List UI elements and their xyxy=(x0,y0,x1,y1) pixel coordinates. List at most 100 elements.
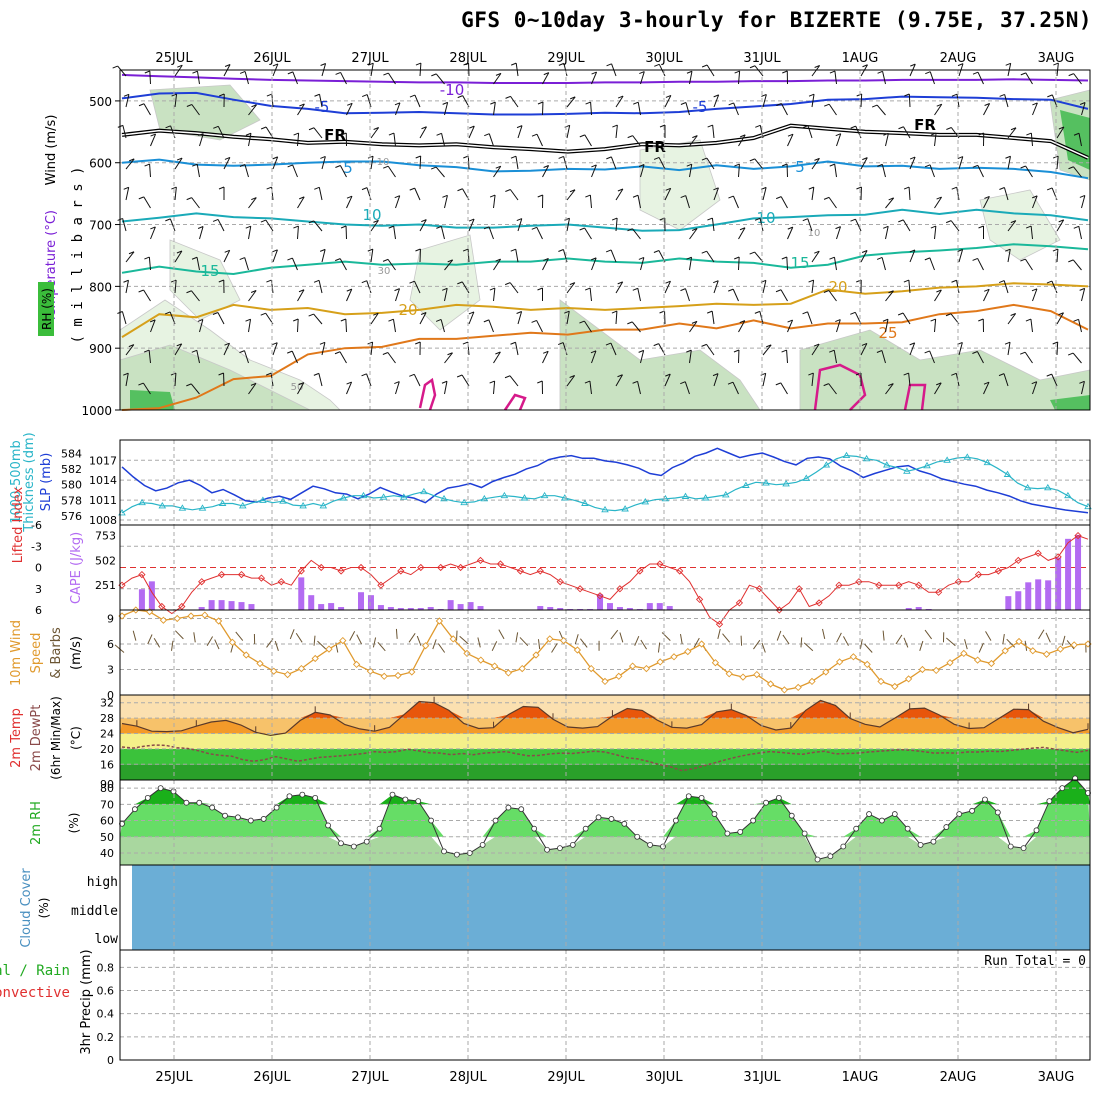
wind-barb-flag xyxy=(505,95,511,99)
thickness-point xyxy=(641,498,650,505)
wind-barb-flag xyxy=(957,63,964,67)
wind-barb xyxy=(297,382,305,395)
rh-point xyxy=(531,825,538,832)
wind-barb xyxy=(413,374,421,387)
wind-barb-flag xyxy=(713,187,719,191)
wind-barb-flag xyxy=(347,102,353,106)
temp-tick-label: 16 xyxy=(100,758,114,771)
rh-legend-swatch xyxy=(38,282,54,336)
surface-wind-barb xyxy=(317,640,327,650)
wind-barb xyxy=(292,164,298,178)
thickness-tick-label: 578 xyxy=(61,494,82,507)
cape-bar xyxy=(477,606,484,610)
surface-wind-barb xyxy=(551,643,558,653)
wind-barb-flag xyxy=(442,101,448,105)
wind-barb xyxy=(885,383,894,395)
wind-barb xyxy=(929,257,935,271)
wind-barb-flag xyxy=(776,103,782,106)
rh-point xyxy=(956,811,963,817)
wind-barb-flag xyxy=(579,227,585,231)
wind-barb xyxy=(713,187,719,201)
wind-barb xyxy=(297,318,299,333)
wind-speed-point xyxy=(973,656,982,664)
wind-speed-point xyxy=(228,638,237,646)
wind-barb xyxy=(811,65,821,77)
wind-barb-flag xyxy=(505,189,511,192)
wind-barb xyxy=(125,187,130,201)
top-date-label: 31JUL xyxy=(743,51,781,66)
cape-bar xyxy=(646,603,653,610)
wind-barb-flag xyxy=(287,350,293,354)
wind-barb-flag xyxy=(361,187,368,191)
wind-barb xyxy=(536,134,543,147)
wind-speed-point xyxy=(587,664,595,673)
wind-barb-flag xyxy=(463,155,469,159)
wind-barb-flag xyxy=(1079,102,1086,105)
wind-speed-point xyxy=(794,683,802,692)
wind-barb xyxy=(393,226,396,240)
wind-barb-flag xyxy=(272,63,279,67)
wind-speed-point xyxy=(159,616,168,624)
wind-barb-flag xyxy=(361,280,367,284)
wind-barb-flag xyxy=(591,164,597,168)
wind-barb-flag xyxy=(1047,94,1053,98)
wind-barb-flag xyxy=(584,287,591,291)
wind-barb-flag xyxy=(213,125,219,129)
wind-barb-flag xyxy=(877,70,883,74)
wind-barb-flag xyxy=(266,186,272,190)
wind-barb xyxy=(435,73,445,85)
wind-barb-flag xyxy=(701,64,708,68)
wind-barb xyxy=(836,319,841,333)
wind-barb-flag xyxy=(957,156,963,160)
wind-speed-point xyxy=(670,653,678,661)
wind-barb-flag xyxy=(739,320,745,324)
wind-barb-flag xyxy=(543,257,549,261)
surface-wind-barb xyxy=(349,631,356,641)
wind-barb-flag xyxy=(605,249,612,253)
lifted-index-point xyxy=(456,563,465,572)
surface-wind-barb xyxy=(657,642,661,653)
wind-barb-flag xyxy=(984,288,990,292)
surface-wind-barb xyxy=(377,641,386,652)
wind-speed-point xyxy=(753,670,761,679)
wind-barb-flag xyxy=(653,250,660,253)
wind-barb-flag xyxy=(239,70,246,74)
wind-speed-point xyxy=(628,662,637,670)
wind-barb-flag xyxy=(1068,73,1074,77)
bottom-date-label: 1AUG xyxy=(842,1070,879,1085)
wind-barb xyxy=(1051,280,1058,294)
isotherm-30-loop xyxy=(813,363,867,411)
wind-barb-flag xyxy=(978,225,984,229)
wind-barb-flag xyxy=(680,102,687,105)
wind-barb-flag xyxy=(606,156,612,160)
wind-barb-flag xyxy=(617,95,624,99)
rh-point xyxy=(260,816,267,822)
wind-barb xyxy=(958,249,964,263)
temp-tick-label: 24 xyxy=(100,728,114,741)
wind-barb xyxy=(711,311,715,325)
isotherm-label: FR xyxy=(324,126,346,144)
wind-barb-flag xyxy=(1058,219,1064,223)
wind-barb-flag xyxy=(813,343,820,347)
wind-barb-flag xyxy=(888,197,894,201)
wind-barb-flag xyxy=(1020,72,1026,76)
wind-barb-flag xyxy=(346,195,353,199)
wind-barb xyxy=(685,288,690,302)
wind-barb-flag xyxy=(930,225,937,229)
temp-line xyxy=(121,699,1089,737)
wind-barb xyxy=(291,257,298,271)
wind-speed-point xyxy=(684,647,692,656)
wind-barb xyxy=(414,94,421,108)
wind-barb-flag xyxy=(186,383,192,387)
wind-barb-flag xyxy=(617,281,623,285)
rh-shading-patch xyxy=(409,234,481,331)
wind-barb-flag xyxy=(272,156,278,160)
wind-barb xyxy=(909,249,916,263)
wind-barb xyxy=(174,280,177,294)
surface-wind-barb xyxy=(416,635,422,646)
thickness-point xyxy=(681,492,690,499)
rh-point xyxy=(183,799,190,806)
wind-barb-flag xyxy=(999,280,1005,284)
ylabel-cloud: Cloud Cover xyxy=(19,868,34,948)
isotherm-line xyxy=(121,73,1089,84)
